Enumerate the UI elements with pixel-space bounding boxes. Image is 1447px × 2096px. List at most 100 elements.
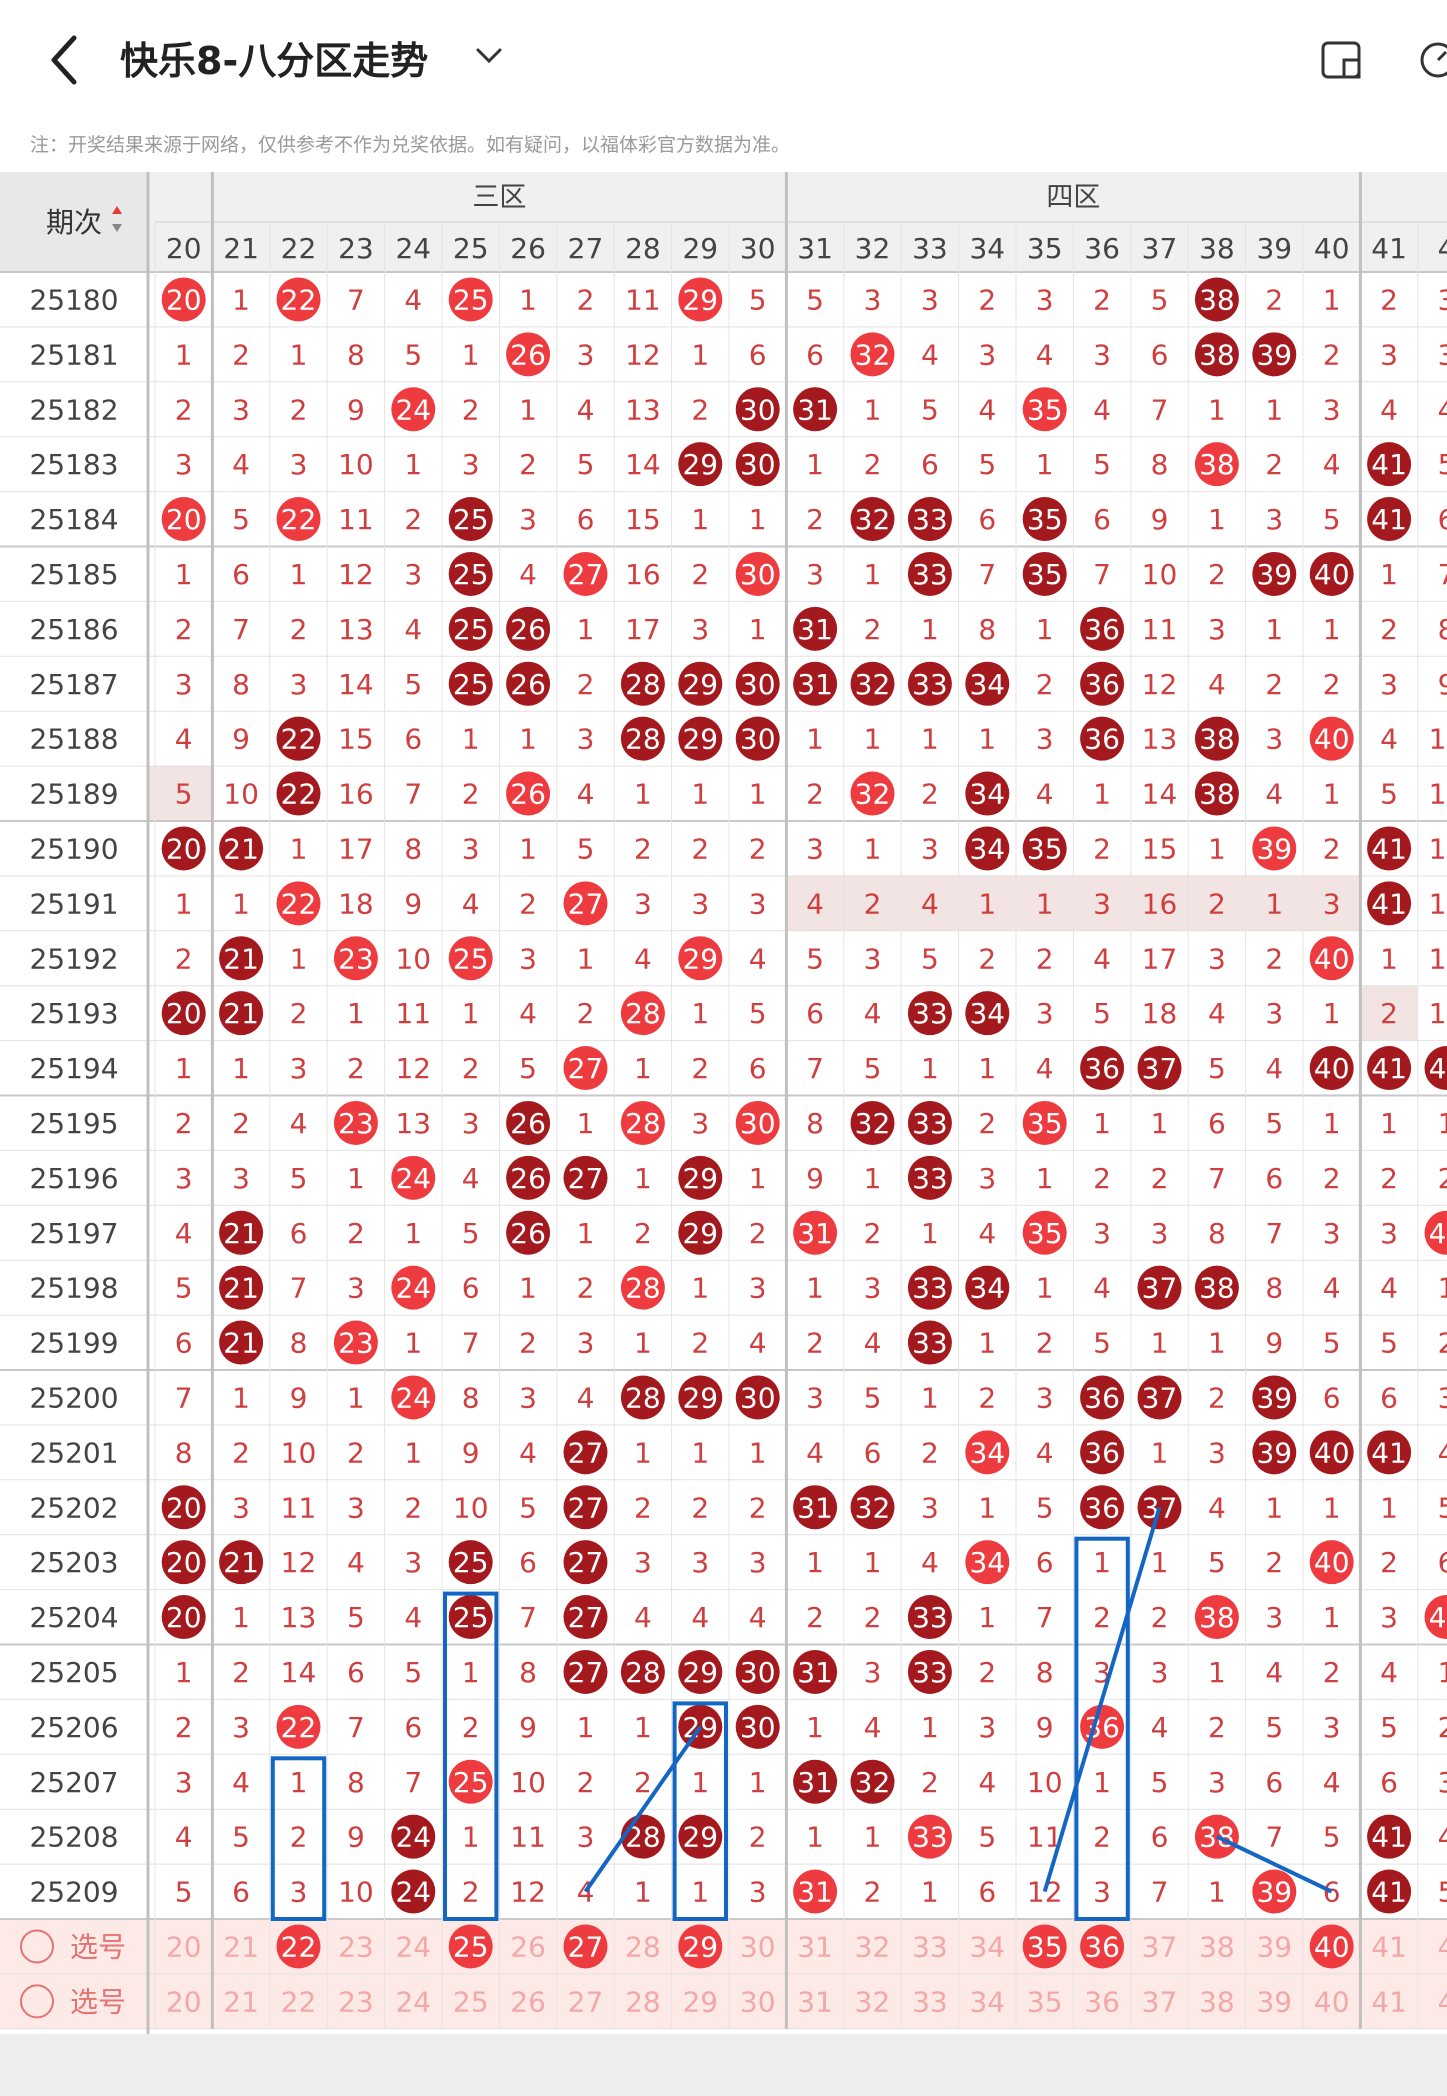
picked-number[interactable]: 27	[568, 1930, 604, 1963]
hit-number: 21	[223, 997, 259, 1030]
miss-count: 5	[519, 1052, 537, 1085]
select-number[interactable]: 27	[568, 1985, 604, 2018]
select-number[interactable]: 23	[338, 1985, 374, 2018]
select-number[interactable]: 40	[1314, 1985, 1350, 2018]
select-number[interactable]: 32	[855, 1985, 891, 2018]
picked-number[interactable]: 35	[1027, 1930, 1063, 1963]
miss-count: 7	[1438, 558, 1447, 591]
select-number[interactable]: 31	[797, 1930, 833, 1963]
hit-ball	[563, 1540, 608, 1585]
miss-count: 6	[1323, 1381, 1341, 1414]
select-number[interactable]: 24	[395, 1985, 431, 2018]
select-number[interactable]: 20	[166, 1930, 202, 1963]
select-number[interactable]: 30	[740, 1985, 776, 2018]
miss-count: 1	[1036, 1162, 1054, 1195]
miss-count: 3	[749, 1546, 767, 1579]
select-number[interactable]: 28	[625, 1930, 661, 1963]
picked-number[interactable]: 22	[281, 1930, 317, 1963]
page-title[interactable]: 快乐8-八分区走势	[120, 39, 429, 83]
picked-number[interactable]: 29	[682, 1930, 718, 1963]
miss-count: 2	[1208, 887, 1226, 920]
picked-number[interactable]: 40	[1314, 1930, 1350, 1963]
hit-ball	[506, 1100, 551, 1145]
select-number[interactable]: 32	[855, 1930, 891, 1963]
select-number[interactable]: 37	[1142, 1985, 1178, 2018]
select-number[interactable]: 4	[1438, 1985, 1447, 2018]
select-number[interactable]: 35	[1027, 1985, 1063, 2018]
screen-mode-icon[interactable]	[1320, 40, 1366, 80]
select-number[interactable]: 36	[1084, 1985, 1120, 2018]
picked-ball[interactable]	[276, 1924, 321, 1969]
select-number[interactable]: 24	[395, 1930, 431, 1963]
hit-ball	[965, 1540, 1010, 1585]
sort-up-icon[interactable]	[112, 206, 122, 214]
hit-number: 34	[969, 668, 1005, 701]
miss-count: 1	[1380, 1107, 1398, 1140]
select-number[interactable]: 34	[969, 1930, 1005, 1963]
miss-count: 12	[1429, 832, 1447, 865]
select-number[interactable]: 38	[1199, 1985, 1235, 2018]
miss-count: 1	[864, 1162, 882, 1195]
select-number[interactable]: 21	[223, 1930, 259, 1963]
picked-ball[interactable]	[563, 1924, 608, 1969]
select-label[interactable]: 选号	[70, 1985, 126, 2018]
miss-count: 1	[634, 1052, 652, 1085]
select-number[interactable]: 21	[223, 1985, 259, 2018]
hit-ball	[448, 551, 493, 596]
sort-down-icon[interactable]	[112, 224, 122, 232]
hit-number: 25	[453, 668, 489, 701]
select-radio-icon[interactable]	[20, 1984, 54, 2019]
period-cell: 25181	[29, 338, 118, 371]
miss-count: 5	[806, 283, 824, 316]
period-header-label[interactable]: 期次	[46, 206, 102, 239]
picked-ball[interactable]	[1309, 1924, 1354, 1969]
miss-count: 11	[281, 1491, 317, 1524]
select-number[interactable]: 23	[338, 1930, 374, 1963]
select-number[interactable]: 39	[1256, 1930, 1292, 1963]
select-number[interactable]: 30	[740, 1930, 776, 1963]
picked-ball[interactable]	[1022, 1924, 1067, 1969]
select-number[interactable]: 39	[1256, 1985, 1292, 2018]
miss-count: 1	[404, 1217, 422, 1250]
miss-count: 10	[281, 1436, 317, 1469]
select-number[interactable]: 28	[625, 1985, 661, 2018]
select-number[interactable]: 26	[510, 1985, 546, 2018]
miss-count: 6	[1380, 1766, 1398, 1799]
select-number[interactable]: 38	[1199, 1930, 1235, 1963]
picked-ball[interactable]	[678, 1924, 723, 1969]
select-number[interactable]: 25	[453, 1985, 489, 2018]
select-number[interactable]: 22	[281, 1985, 317, 2018]
hit-number: 37	[1142, 1272, 1178, 1305]
hit-number: 32	[855, 1107, 891, 1140]
miss-count: 5	[175, 1272, 193, 1305]
select-number[interactable]: 20	[166, 1985, 202, 2018]
select-number[interactable]: 4	[1438, 1930, 1447, 1963]
history-icon[interactable]	[1416, 40, 1447, 80]
select-number[interactable]: 33	[912, 1985, 948, 2018]
column-header-40: 40	[1314, 232, 1350, 265]
chevron-down-icon[interactable]	[474, 40, 504, 70]
select-number[interactable]: 37	[1142, 1930, 1178, 1963]
hit-ball	[678, 936, 723, 981]
select-label[interactable]: 选号	[70, 1930, 126, 1963]
back-arrow-icon[interactable]	[44, 30, 84, 90]
select-number[interactable]: 29	[682, 1985, 718, 2018]
miss-count: 12	[281, 1546, 317, 1579]
select-number[interactable]: 34	[969, 1985, 1005, 2018]
miss-count: 3	[232, 1162, 250, 1195]
miss-count: 4	[864, 997, 882, 1030]
hit-number: 20	[166, 997, 202, 1030]
select-number[interactable]: 41	[1371, 1930, 1407, 1963]
select-number[interactable]: 31	[797, 1985, 833, 2018]
picked-ball[interactable]	[448, 1924, 493, 1969]
miss-count: 1	[232, 1601, 250, 1634]
select-radio-icon[interactable]	[20, 1929, 54, 1964]
select-number[interactable]: 33	[912, 1930, 948, 1963]
picked-number[interactable]: 25	[453, 1930, 489, 1963]
hit-ball	[1367, 1046, 1412, 1091]
select-number[interactable]: 41	[1371, 1985, 1407, 2018]
select-number[interactable]: 26	[510, 1930, 546, 1963]
picked-number[interactable]: 36	[1084, 1930, 1120, 1963]
picked-ball[interactable]	[1080, 1924, 1125, 1969]
miss-count: 2	[634, 1491, 652, 1524]
